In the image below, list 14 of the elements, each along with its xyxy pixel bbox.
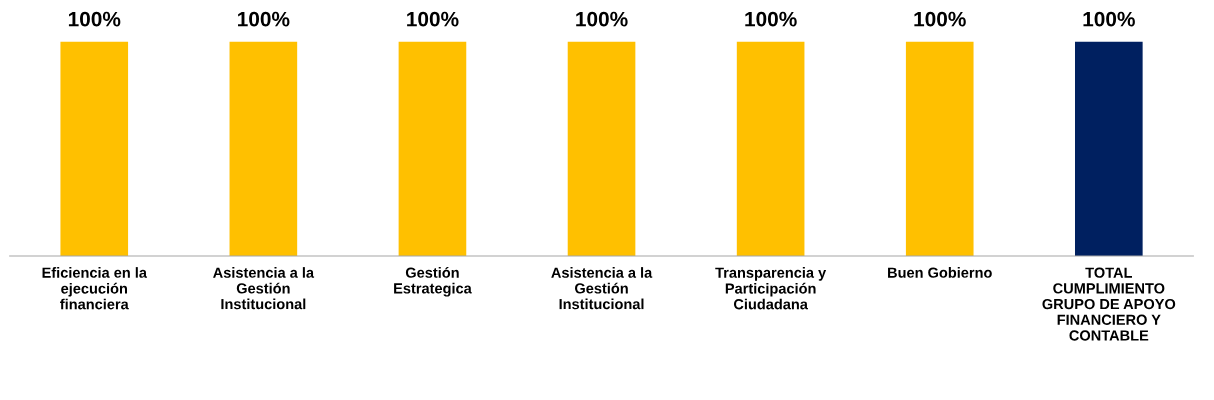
data-label: 100% [576,11,628,27]
data-label: 100% [1083,11,1135,27]
x-tick-label: Gestión Estrategica [394,266,472,297]
data-label: 100% [238,11,290,27]
data-label: 100% [407,11,459,27]
x-tick-label: Asistencia a la Gestión Institucional [551,267,653,310]
data-label: 100% [745,11,797,27]
data-label: 100% [914,11,966,27]
x-tick-label: Asistencia a la Gestión Institucional [213,267,315,310]
data-label: 100% [68,11,121,27]
x-tick-label: TOTAL CUMPLIMIENTO GRUPO DE APOYO FINANCIERO Y CONTABLE [1042,267,1176,341]
x-tick-label: Transparencia y Participación Ciudadana [715,267,827,310]
x-tick-label: Buen Gobierno [888,267,992,278]
x-tick-label: Eficiencia en la ejecución financiera [42,267,148,310]
